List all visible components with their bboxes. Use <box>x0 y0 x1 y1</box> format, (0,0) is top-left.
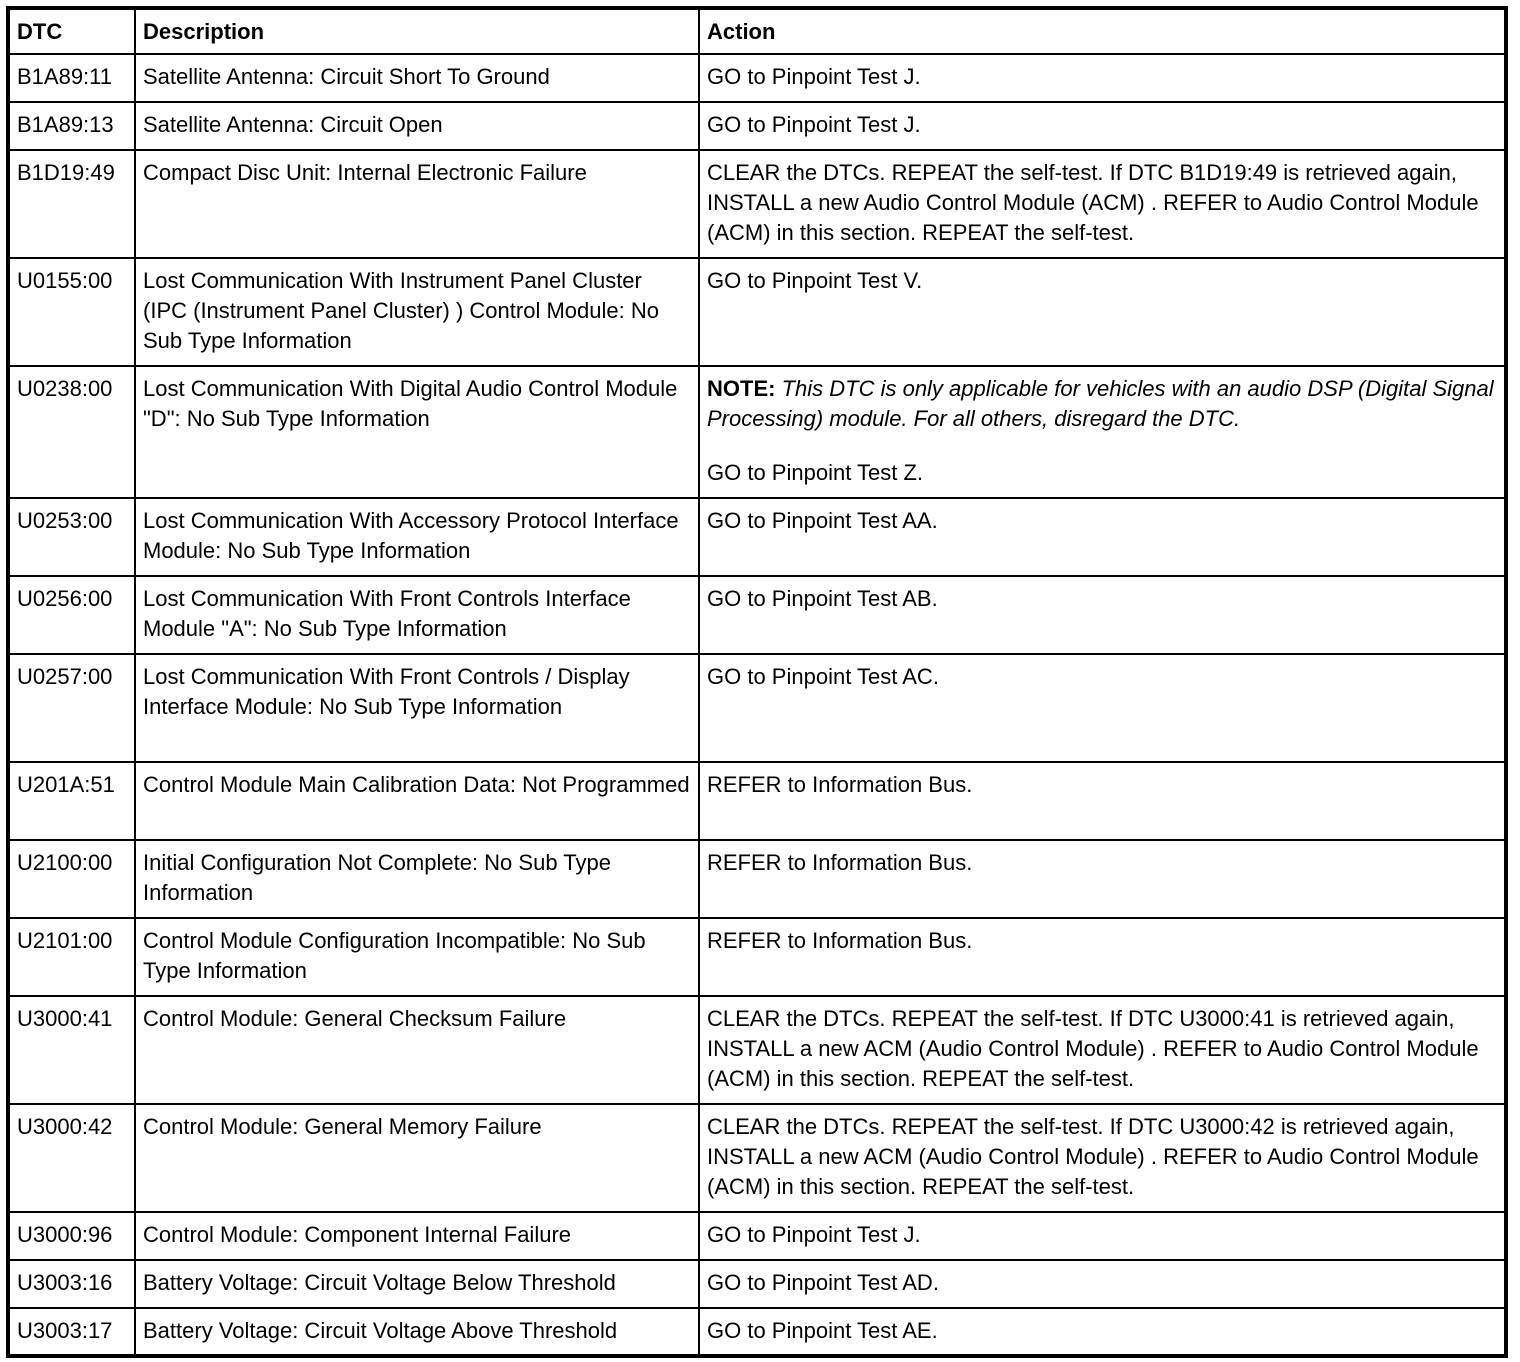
dtc-code: U3000:96 <box>7 1211 136 1261</box>
dtc-action: GO to Pinpoint Test AE. <box>698 1307 1507 1357</box>
table-row: U3003:17 Battery Voltage: Circuit Voltage… <box>7 1307 1507 1357</box>
dtc-action: GO to Pinpoint Test AA. <box>698 497 1507 577</box>
dtc-description: Satellite Antenna: Circuit Open <box>134 101 700 151</box>
dtc-code: U3003:16 <box>7 1259 136 1309</box>
dtc-description: Control Module: General Checksum Failure <box>134 995 700 1105</box>
dtc-action: CLEAR the DTCs. REPEAT the self-test. If… <box>698 149 1507 259</box>
table-row: B1A89:11 Satellite Antenna: Circuit Short… <box>7 53 1507 103</box>
dtc-description: Lost Communication With Instrument Panel… <box>134 257 700 367</box>
dtc-action: GO to Pinpoint Test AD. <box>698 1259 1507 1309</box>
dtc-table: DTC Description Action B1A89:11 Satellite… <box>6 6 1508 1358</box>
dtc-action: GO to Pinpoint Test V. <box>698 257 1507 367</box>
dtc-code: U0155:00 <box>7 257 136 367</box>
table-row: U0256:00 Lost Communication With Front Co… <box>7 575 1507 655</box>
dtc-description: Lost Communication With Front Controls I… <box>134 575 700 655</box>
dtc-description: Battery Voltage: Circuit Voltage Below T… <box>134 1259 700 1309</box>
dtc-description: Initial Configuration Not Complete: No S… <box>134 839 700 919</box>
header-dtc: DTC <box>7 7 136 55</box>
header-action: Action <box>698 7 1507 55</box>
table-row: U0238:00 Lost Communication With Digital … <box>7 365 1507 499</box>
dtc-code: U0238:00 <box>7 365 136 499</box>
dtc-code: U2101:00 <box>7 917 136 997</box>
dtc-description: Control Module Main Calibration Data: No… <box>134 761 700 841</box>
dtc-description: Satellite Antenna: Circuit Short To Grou… <box>134 53 700 103</box>
dtc-action: CLEAR the DTCs. REPEAT the self-test. If… <box>698 1103 1507 1213</box>
note: NOTE: This DTC is only applicable for ve… <box>707 374 1497 434</box>
table-row: U3000:96 Control Module: Component Intern… <box>7 1211 1507 1261</box>
dtc-action: GO to Pinpoint Test J. <box>698 1211 1507 1261</box>
dtc-description: Compact Disc Unit: Internal Electronic F… <box>134 149 700 259</box>
table-row: B1A89:13 Satellite Antenna: Circuit Open G… <box>7 101 1507 151</box>
spacer <box>707 434 1497 458</box>
dtc-description: Lost Communication With Front Controls /… <box>134 653 700 763</box>
dtc-code: U0256:00 <box>7 575 136 655</box>
table-row: U0257:00 Lost Communication With Front Co… <box>7 653 1507 763</box>
dtc-code: U201A:51 <box>7 761 136 841</box>
note-label: NOTE: <box>707 376 776 401</box>
dtc-description: Battery Voltage: Circuit Voltage Above T… <box>134 1307 700 1357</box>
dtc-action: GO to Pinpoint Test J. <box>698 53 1507 103</box>
table-row: U2100:00 Initial Configuration Not Comple… <box>7 839 1507 919</box>
dtc-action: REFER to Information Bus. <box>698 917 1507 997</box>
dtc-code: B1D19:49 <box>7 149 136 259</box>
dtc-code: U0253:00 <box>7 497 136 577</box>
dtc-code: U3000:41 <box>7 995 136 1105</box>
dtc-code: U0257:00 <box>7 653 136 763</box>
table-row: U0253:00 Lost Communication With Accessor… <box>7 497 1507 577</box>
dtc-action: GO to Pinpoint Test AC. <box>698 653 1507 763</box>
dtc-description: Control Module: Component Internal Failu… <box>134 1211 700 1261</box>
table-row: U0155:00 Lost Communication With Instrume… <box>7 257 1507 367</box>
table-row: U3000:41 Control Module: General Checksum… <box>7 995 1507 1105</box>
dtc-action: NOTE: This DTC is only applicable for ve… <box>698 365 1507 499</box>
table-row: B1D19:49 Compact Disc Unit: Internal Elec… <box>7 149 1507 259</box>
dtc-action: GO to Pinpoint Test J. <box>698 101 1507 151</box>
table-row: U3000:42 Control Module: General Memory F… <box>7 1103 1507 1213</box>
dtc-code: U3000:42 <box>7 1103 136 1213</box>
dtc-description: Lost Communication With Accessory Protoc… <box>134 497 700 577</box>
dtc-description: Control Module Configuration Incompatibl… <box>134 917 700 997</box>
dtc-description: Lost Communication With Digital Audio Co… <box>134 365 700 499</box>
dtc-action: REFER to Information Bus. <box>698 761 1507 841</box>
dtc-code: U2100:00 <box>7 839 136 919</box>
header-description: Description <box>134 7 700 55</box>
table-row: U201A:51 Control Module Main Calibration … <box>7 761 1507 841</box>
table-row: U3003:16 Battery Voltage: Circuit Voltage… <box>7 1259 1507 1309</box>
dtc-code: B1A89:11 <box>7 53 136 103</box>
note-text: This DTC is only applicable for vehicles… <box>707 376 1494 431</box>
header-row: DTC Description Action <box>7 7 1507 55</box>
dtc-description: Control Module: General Memory Failure <box>134 1103 700 1213</box>
action-text: GO to Pinpoint Test Z. <box>707 460 924 485</box>
dtc-code: B1A89:13 <box>7 101 136 151</box>
table-row: U2101:00 Control Module Configuration Inc… <box>7 917 1507 997</box>
dtc-code: U3003:17 <box>7 1307 136 1357</box>
dtc-action: CLEAR the DTCs. REPEAT the self-test. If… <box>698 995 1507 1105</box>
dtc-action: REFER to Information Bus. <box>698 839 1507 919</box>
dtc-action: GO to Pinpoint Test AB. <box>698 575 1507 655</box>
